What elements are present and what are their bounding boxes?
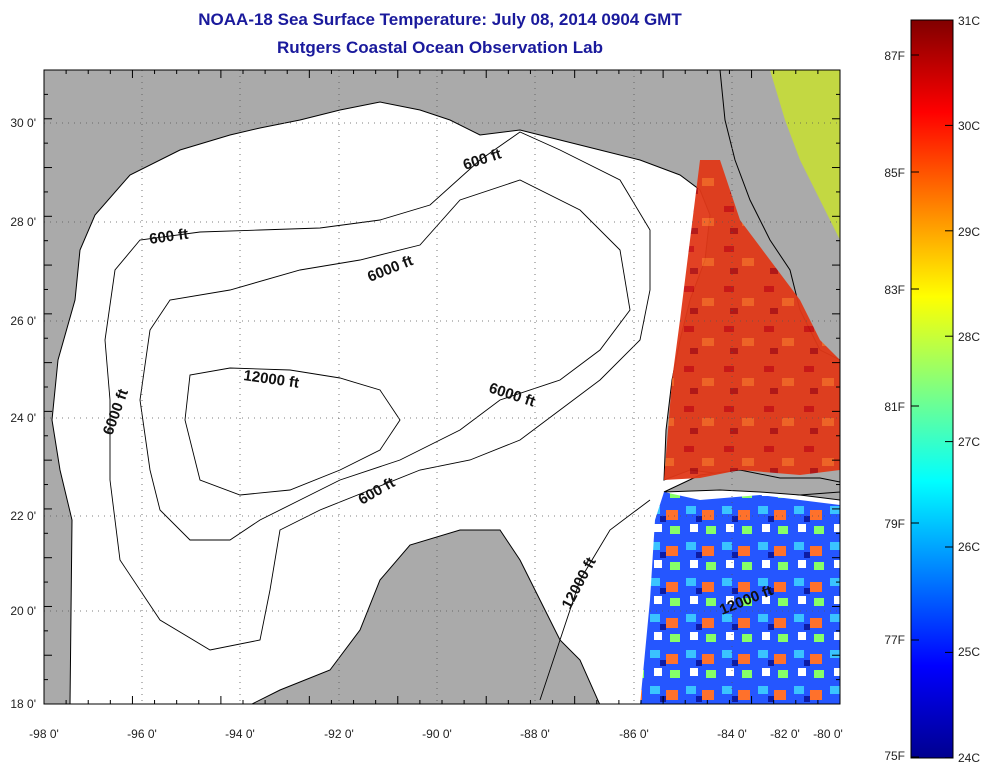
sst-swath-east (664, 160, 840, 480)
lon-label: -82 0' (770, 727, 800, 741)
colorbar-c-label: 28C (958, 330, 980, 344)
colorbar-f-label: 79F (884, 517, 905, 531)
lat-label: 26 0' (10, 314, 36, 328)
contour-6000ft (139, 179, 631, 541)
lon-label: -98 0' (29, 727, 59, 741)
colorbar-fahrenheit-labels: 87F 85F 83F 81F 79F 77F 75F (884, 49, 905, 763)
lon-axis-labels: -98 0' -96 0' -94 0' -92 0' -90 0' -88 0… (29, 727, 843, 741)
contour-12000ft-east (539, 499, 651, 701)
lat-axis-labels: 30 0' 28 0' 26 0' 24 0' 22 0' 20 0' 18 0… (10, 116, 36, 711)
colorbar-f-label: 87F (884, 49, 905, 63)
colorbar (910, 19, 954, 759)
lon-label: -96 0' (127, 727, 157, 741)
colorbar-f-label: 75F (884, 749, 905, 763)
lat-label: 30 0' (10, 116, 36, 130)
colorbar-c-label: 30C (958, 119, 980, 133)
colorbar-c-label: 31C (958, 14, 980, 28)
yucatan-land (250, 529, 601, 704)
lat-label: 22 0' (10, 509, 36, 523)
lon-label: -80 0' (813, 727, 843, 741)
sst-swath-atlantic (770, 70, 840, 240)
colorbar-c-label: 29C (958, 225, 980, 239)
graticule (44, 70, 840, 704)
colorbar-f-label: 83F (884, 283, 905, 297)
colorbar-celsius-labels: 31C 30C 29C 28C 27C 26C 25C 24C (958, 14, 980, 765)
lat-label: 24 0' (10, 411, 36, 425)
map-subtitle: Rutgers Coastal Ocean Observation Lab (277, 38, 603, 57)
lat-label: 20 0' (10, 604, 36, 618)
lat-label: 18 0' (10, 697, 36, 711)
axis-ticks (43, 69, 841, 705)
lon-label: -94 0' (225, 727, 255, 741)
contour-label-600ft-west: 600 ft (148, 226, 189, 248)
lon-label: -92 0' (324, 727, 354, 741)
colorbar-c-label: 26C (958, 540, 980, 554)
lat-label: 28 0' (10, 215, 36, 229)
colorbar-c-label: 24C (958, 751, 980, 765)
lon-label: -86 0' (619, 727, 649, 741)
colorbar-c-label: 27C (958, 435, 980, 449)
contour-600ft (104, 131, 651, 651)
colorbar-ticks (911, 19, 953, 759)
colorbar-f-label: 77F (884, 633, 905, 647)
lon-label: -84 0' (717, 727, 747, 741)
colorbar-c-label: 25C (958, 645, 980, 659)
contour-12000ft (184, 367, 401, 496)
lon-label: -88 0' (520, 727, 550, 741)
colorbar-f-label: 81F (884, 400, 905, 414)
map-title: NOAA-18 Sea Surface Temperature: July 08… (198, 10, 682, 29)
map-area: 600 ft 600 ft 6000 ft 6000 ft 12000 ft 6… (44, 70, 840, 704)
sst-swath-caribbean (640, 492, 840, 704)
colorbar-f-label: 85F (884, 166, 905, 180)
lon-label: -90 0' (422, 727, 452, 741)
